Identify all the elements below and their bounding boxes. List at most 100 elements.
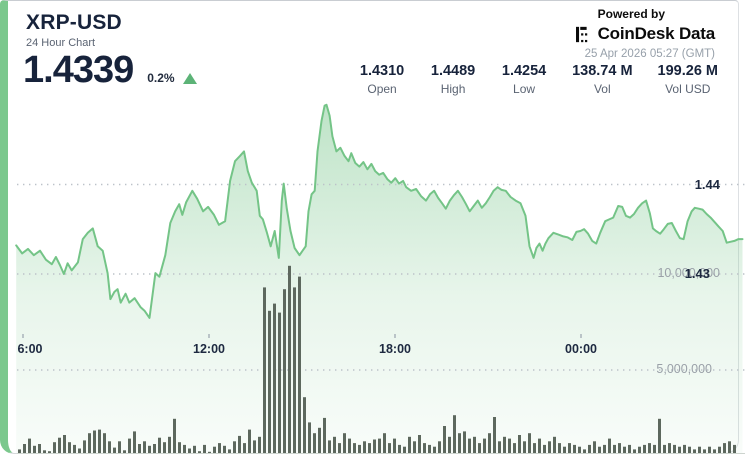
volume-bar: [503, 436, 506, 453]
volume-bar: [458, 433, 461, 453]
time-axis-label: 12:00: [193, 342, 225, 356]
volume-bar: [603, 444, 606, 453]
price-block: 1.4339 0.2%: [23, 51, 197, 89]
brand-logo[interactable]: CoinDesk Data: [575, 24, 716, 44]
volume-bar: [98, 429, 101, 453]
volume-bar: [53, 442, 56, 453]
price-axis-label: 1.43: [684, 266, 710, 281]
stat-value: 138.74 M: [572, 63, 633, 79]
volume-bar: [173, 418, 176, 453]
volume-bar: [403, 446, 406, 453]
volume-bar: [713, 449, 716, 453]
volume-bar: [313, 433, 316, 453]
volume-bar: [48, 451, 51, 453]
volume-bar: [363, 441, 366, 453]
volume-bar: [578, 446, 581, 453]
volume-bar: [273, 303, 276, 453]
stat-low: 1.4254 Low: [501, 63, 547, 96]
volume-bar: [698, 446, 701, 453]
stat-high: 1.4489 High: [430, 63, 476, 96]
current-price: 1.4339: [23, 49, 134, 91]
volume-bar: [258, 436, 261, 453]
volume-bar: [143, 441, 146, 453]
volume-bar: [113, 447, 116, 453]
volume-bar: [203, 444, 206, 453]
volume-bar: [233, 441, 236, 453]
brand-name: CoinDesk Data: [597, 24, 716, 43]
volume-bar: [353, 443, 356, 453]
volume-bar: [428, 444, 431, 453]
volume-bar: [733, 444, 736, 453]
powered-by-label: Powered by: [597, 7, 665, 21]
volume-bar: [633, 449, 636, 453]
volume-bar: [718, 446, 721, 453]
volume-bar: [528, 433, 531, 453]
volume-bar: [443, 426, 446, 453]
coindesk-logo-icon: [575, 26, 587, 42]
volume-bar: [248, 429, 251, 453]
volume-bar: [368, 443, 371, 453]
volume-bar: [338, 443, 341, 453]
price-change: 0.2%: [147, 71, 197, 85]
stat-volume-usd: 199.26 M Vol USD: [658, 63, 718, 96]
volume-bar: [288, 265, 291, 453]
volume-bar: [383, 433, 386, 453]
volume-bar: [473, 436, 476, 453]
ticker-symbol: XRP-USD: [26, 11, 122, 34]
volume-bar: [123, 450, 126, 453]
volume-bar: [608, 438, 611, 453]
volume-bar: [243, 443, 246, 453]
price-line: [15, 103, 744, 319]
stat-volume: 138.74 M Vol: [572, 63, 632, 96]
volume-bar: [673, 444, 676, 453]
volume-bar: [378, 438, 381, 453]
volume-axis-label: 5,000,000: [656, 362, 712, 376]
volume-bar: [28, 438, 31, 453]
stat-label: High: [440, 82, 466, 96]
volume-bar: [508, 438, 511, 453]
volume-bar: [623, 446, 626, 453]
volume-bar: [648, 443, 651, 453]
stat-label: Vol USD: [665, 82, 711, 96]
volume-bar: [668, 443, 671, 453]
volume-bar: [723, 443, 726, 453]
volume-bar: [343, 433, 346, 453]
volume-bar: [253, 440, 256, 453]
volume-bar: [618, 443, 621, 453]
stat-label: Low: [513, 82, 536, 96]
volume-bar: [318, 427, 321, 453]
up-triangle-icon: [182, 72, 197, 84]
volume-bar: [398, 444, 401, 453]
volume-bar: [483, 438, 486, 453]
volume-bar: [638, 446, 641, 453]
volume-bar: [218, 443, 221, 453]
volume-bar: [163, 442, 166, 453]
volume-bar: [63, 435, 66, 453]
volume-bar: [93, 430, 96, 453]
volume-bar: [183, 444, 186, 453]
volume-bar: [703, 449, 706, 453]
volume-bar: [433, 446, 436, 453]
volume-bar: [208, 451, 211, 453]
volume-bar: [228, 449, 231, 453]
ohlc-stats-row: 1.4310 Open 1.4489 High 1.4254 Low 138.7…: [359, 63, 718, 96]
volume-bar: [78, 448, 81, 453]
volume-bar: [393, 438, 396, 453]
volume-bar: [573, 444, 576, 453]
volume-bar: [388, 443, 391, 453]
chart-datetime: 25 Apr 2026 05:27 (GMT): [584, 48, 715, 60]
stat-value: 1.4254: [501, 63, 547, 79]
volume-bar: [438, 441, 441, 453]
volume-bar: [83, 440, 86, 453]
volume-bar: [358, 444, 361, 453]
volume-bar: [708, 446, 711, 453]
volume-bar: [463, 431, 466, 453]
volume-bar: [448, 436, 451, 453]
volume-bar: [513, 443, 516, 453]
volume-bar: [678, 446, 681, 453]
volume-bar: [198, 451, 201, 453]
volume-bar: [418, 435, 421, 453]
volume-bar: [563, 446, 566, 453]
volume-bar: [58, 437, 61, 453]
